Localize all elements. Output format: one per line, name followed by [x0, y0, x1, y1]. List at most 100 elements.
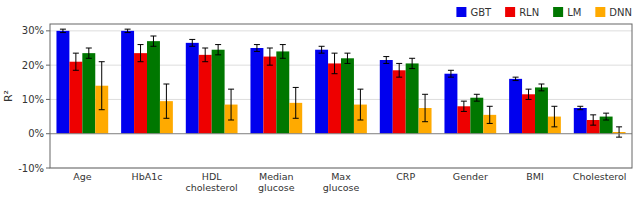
category-label: Gender: [453, 171, 488, 182]
category-label-line: CRP: [396, 171, 415, 182]
error-cap: [409, 58, 415, 59]
bar: [212, 50, 225, 134]
error-line: [140, 45, 141, 62]
bar: [380, 60, 393, 134]
bar: [522, 94, 535, 133]
error-line: [541, 84, 542, 91]
bar: [121, 31, 134, 134]
error-bar: [422, 94, 428, 121]
category-label-line: HDL: [202, 171, 222, 182]
error-line: [166, 84, 167, 118]
error-cap: [526, 99, 532, 100]
error-cap: [396, 77, 402, 78]
error-cap: [60, 29, 66, 30]
error-line: [528, 89, 529, 99]
error-cap: [538, 90, 544, 91]
bar: [574, 108, 587, 134]
error-cap: [138, 44, 144, 45]
error-cap: [603, 113, 609, 114]
legend-label: RLN: [519, 7, 539, 18]
plot-frame: [50, 24, 632, 168]
error-line: [619, 127, 620, 137]
bar: [69, 62, 82, 134]
error-cap: [254, 44, 260, 45]
error-bar: [526, 89, 532, 99]
error-cap: [551, 126, 557, 127]
error-line: [463, 101, 464, 111]
error-cap: [189, 46, 195, 47]
error-bar: [344, 53, 350, 63]
error-bar: [396, 63, 402, 77]
error-cap: [319, 46, 325, 47]
legend-swatch: [553, 7, 563, 17]
bar: [328, 63, 341, 133]
category-label: HDLcholesterol: [186, 171, 238, 193]
grid-line: [50, 133, 632, 134]
error-cap: [577, 109, 583, 110]
bar: [186, 43, 199, 134]
category-label: Age: [73, 171, 92, 182]
tick-label: 30%: [22, 25, 44, 36]
error-cap: [409, 68, 415, 69]
error-cap: [280, 44, 286, 45]
error-line: [205, 48, 206, 62]
error-cap: [474, 94, 480, 95]
category-label-line: Age: [73, 171, 92, 182]
tick-label: 0%: [28, 128, 44, 139]
error-bar: [189, 39, 195, 46]
error-cap: [448, 70, 454, 71]
bar: [406, 63, 419, 133]
error-cap: [293, 87, 299, 88]
tick-label: 20%: [22, 60, 44, 71]
error-cap: [332, 73, 338, 74]
plot-area: [56, 29, 625, 137]
error-cap: [332, 53, 338, 54]
category-label: HbA1c: [132, 171, 163, 182]
error-cap: [138, 61, 144, 62]
error-line: [75, 53, 76, 70]
error-bar: [202, 48, 208, 62]
error-line: [489, 106, 490, 123]
error-cap: [150, 46, 156, 47]
error-cap: [228, 89, 234, 90]
error-line: [425, 94, 426, 121]
category-label: BMI: [526, 171, 544, 182]
error-bar: [215, 45, 221, 55]
error-cap: [551, 106, 557, 107]
error-bar: [448, 70, 454, 77]
error-cap: [603, 120, 609, 121]
bar: [315, 50, 328, 134]
error-bar: [474, 94, 480, 101]
error-bar: [125, 29, 131, 32]
error-cap: [215, 54, 221, 55]
error-bar: [319, 46, 325, 53]
legend-label: DNN: [609, 7, 632, 18]
error-line: [321, 46, 322, 53]
error-cap: [396, 63, 402, 64]
error-cap: [487, 106, 493, 107]
error-cap: [590, 114, 596, 115]
error-cap: [267, 48, 273, 49]
error-bar: [538, 84, 544, 91]
error-line: [593, 115, 594, 125]
category-label: Medianglucose: [258, 171, 295, 193]
error-line: [269, 48, 270, 65]
bar: [535, 87, 548, 133]
tick-mark: [46, 99, 50, 100]
error-bar: [73, 53, 79, 70]
error-bar: [163, 84, 169, 118]
category-label: Cholesterol: [573, 171, 627, 182]
grid-line: [50, 30, 632, 31]
category-label-line: Max: [331, 171, 351, 182]
error-cap: [86, 48, 92, 49]
error-line: [515, 77, 516, 80]
bar: [250, 48, 263, 134]
legend-label: GBT: [470, 7, 492, 18]
error-cap: [202, 61, 208, 62]
error-bar: [487, 106, 493, 123]
error-bar: [616, 127, 622, 137]
error-bar: [99, 62, 105, 110]
error-cap: [267, 65, 273, 66]
bar: [341, 58, 354, 133]
error-cap: [344, 63, 350, 64]
